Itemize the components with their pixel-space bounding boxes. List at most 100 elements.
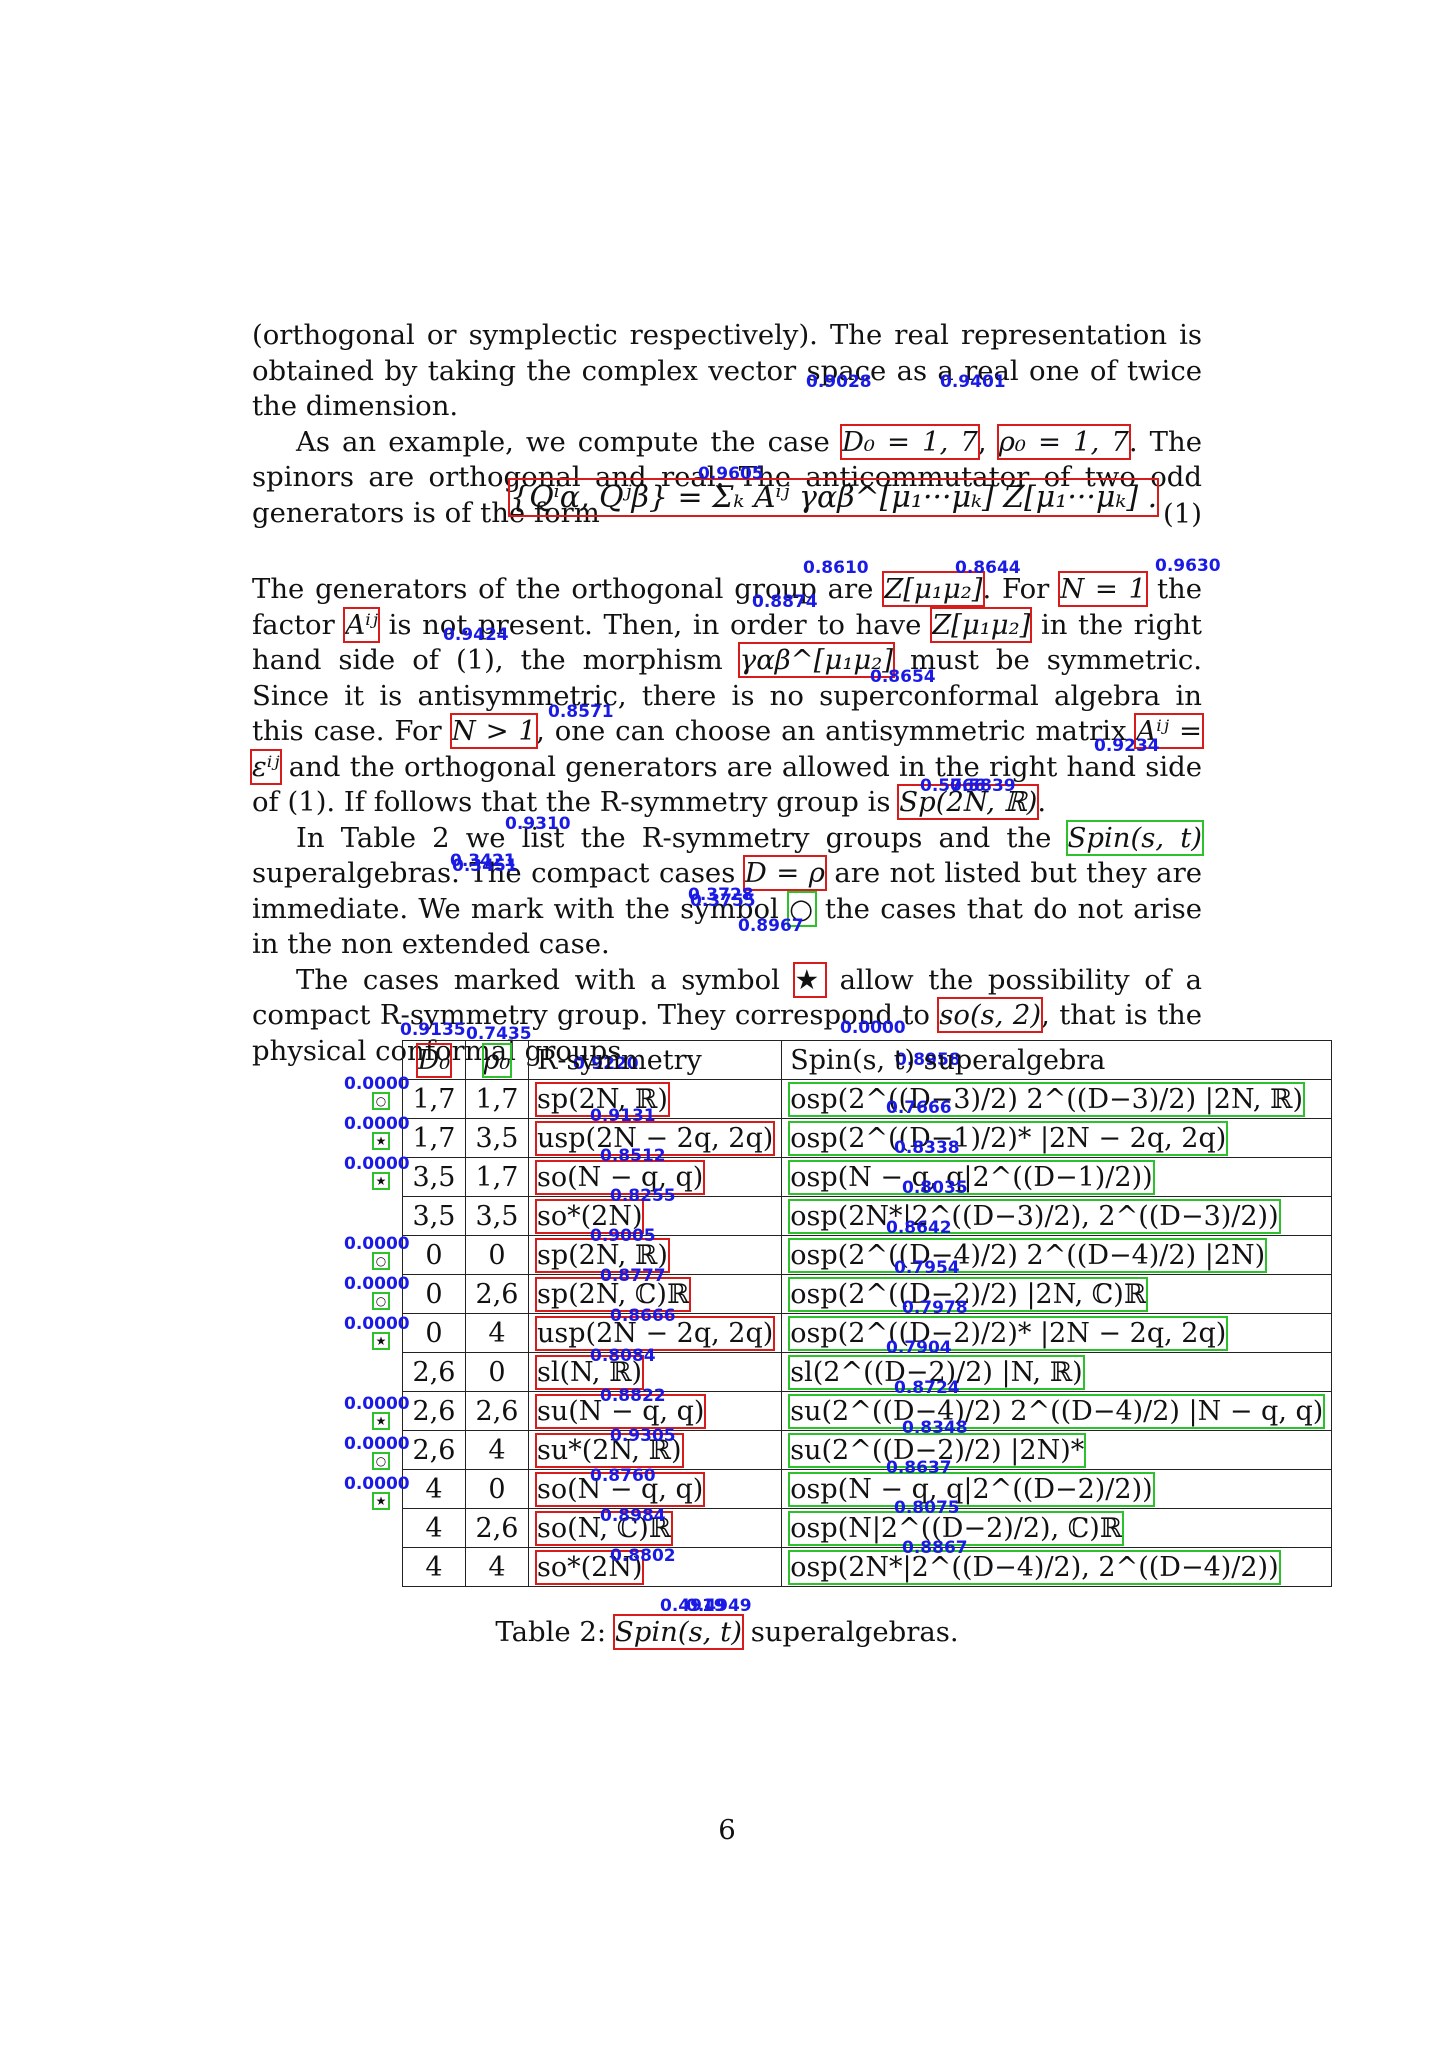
cell-rho0-value: 4 [488,1317,506,1349]
math-n-eq-1: N = 1 [1058,571,1149,607]
cell-superalgebra-value: su(2^((D−2)/2) |2N)* [788,1432,1087,1468]
p2-text-a: As an example, we compute the case [296,425,842,458]
score-label: 0.8035 [902,1178,968,1198]
star-marker-icon: ★ [372,1492,390,1510]
cell-d0: 3,5 [402,1157,466,1197]
score-label: 0.8348 [902,1418,968,1438]
star-marker-icon: ★ [372,1172,390,1190]
cell-rho0-value: 1,7 [475,1161,519,1193]
table-row: 0 2,6 sp(2N, ℂ)ℝ osp(2^((D−2)/2) |2N, ℂ)ℝ [402,1274,1333,1314]
cell-r-symmetry: so(N − q, q) [527,1157,783,1197]
cell-d0-value: 1,7 [412,1083,456,1115]
star-marker-icon: ★ [372,1132,390,1150]
score-label: 0.8512 [600,1146,666,1166]
cell-superalgebra-value: osp(2^((D−4)/2) 2^((D−4)/2) |2N) [788,1237,1268,1273]
p5-text: The cases marked with a symbol [296,963,795,996]
math-spin-st: Spin(s, t) [1065,819,1205,856]
paragraph-block-top: (orthogonal or symplectic respectively).… [252,318,1202,531]
cell-rho0: 0 [465,1235,529,1275]
cell-superalgebra-value: osp(2^((D−3)/2) 2^((D−3)/2) |2N, ℝ) [788,1081,1306,1117]
cell-rho0: 0 [465,1352,529,1392]
cell-r-symmetry: sl(N, ℝ) [527,1352,783,1392]
score-label: 0.3421 [450,851,516,871]
cell-d0: 0 [402,1235,466,1275]
score-label: 0.0000 [344,1314,410,1334]
cell-superalgebra: osp(2N*|2^((D−3)/2), 2^((D−3)/2)) [781,1196,1333,1236]
cell-d0-value: 1,7 [412,1122,456,1154]
cell-d0-value: 0 [425,1239,443,1271]
math-z-mu1mu2: Z[μ₁μ₂] [929,606,1033,643]
cell-r-symmetry: sp(2N, ℝ) [527,1235,783,1275]
score-label: 0.9135 [400,1020,466,1040]
cell-rho0: 0 [465,1469,529,1509]
circle-symbol-icon: ○ [787,890,817,927]
cell-d0-value: 0 [425,1317,443,1349]
paragraph-4: In Table 2 we list the R-symmetry groups… [252,819,1205,963]
cell-d0-value: 3,5 [412,1161,456,1193]
cell-r-symmetry: so(N − q, q) [527,1469,783,1509]
score-label: 0.3451 [452,856,518,876]
table-row: 2,6 2,6 su(N − q, q) su(2^((D−4)/2) 2^((D−4… [402,1391,1333,1431]
cell-superalgebra-value: osp(N − q, q|2^((D−2)/2)) [788,1471,1155,1507]
cell-r-symmetry: sp(2N, ℂ)ℝ [527,1274,783,1314]
score-label: 0.9234 [1094,736,1160,756]
cell-superalgebra: osp(2^((D−3)/2) 2^((D−3)/2) |2N, ℝ) [781,1079,1333,1119]
score-label: 0.8724 [894,1378,960,1398]
score-label: 0.3755 [690,891,756,911]
score-label: 0.9028 [806,372,872,392]
cell-superalgebra-value: osp(2^((D−2)/2)* |2N − 2q, 2q) [788,1315,1229,1351]
score-label: 0.9305 [610,1426,676,1446]
p2-text-b: , [977,425,999,458]
cell-d0-value: 4 [425,1551,443,1583]
score-label: 0.8610 [803,558,869,578]
score-label: 0.9005 [590,1226,656,1246]
table-row: 4 2,6 so(N, ℂ)ℝ osp(N|2^((D−2)/2), ℂ)ℝ [402,1508,1333,1548]
cell-r-symmetry-value: so*(2N) [534,1549,645,1585]
score-label: 0.0000 [344,1154,410,1174]
math-a-eps: Aⁱʲ = εⁱʲ [250,713,1204,785]
table-row: 3,5 3,5 so*(2N) osp(2N*|2^((D−3)/2), 2^((D−… [402,1196,1333,1236]
math-z-mu1mu2: Z[μ₁μ₂] [882,571,985,607]
header-superalgebra-label: Spin(s, t) superalgebra [790,1044,1106,1076]
cell-r-symmetry-value: sp(2N, ℝ) [535,1081,670,1117]
cell-d0-value: 2,6 [412,1395,456,1427]
cell-superalgebra: osp(2^((D−1)/2)* |2N − 2q, 2q) [781,1118,1333,1158]
score-label: 0.0000 [344,1474,410,1494]
cell-rho0-value: 2,6 [475,1278,519,1310]
score-label: 0.8760 [590,1466,656,1486]
p4-text: the cases that do not arise in the non e… [252,892,1202,961]
cell-r-symmetry-value: sp(2N, ℂ)ℝ [534,1276,692,1312]
score-label: 0.8084 [590,1346,656,1366]
score-label: 0.7904 [886,1338,952,1358]
score-label: 0.9630 [1155,556,1221,576]
superalgebra-table: D₀ ρ₀ R-symmetry Spin(s, t) superalgebra… [402,1040,1333,1587]
cell-r-symmetry: su(N − q, q) [527,1391,783,1431]
cell-rho0-value: 1,7 [475,1083,519,1115]
cell-r-symmetry-value: usp(2N − 2q, 2q) [534,1315,776,1351]
p1-line-1: (orthogonal or symplectic respectively).… [252,319,1202,387]
math-rho0: ρ₀ = 1, 7 [996,423,1131,460]
cell-r-symmetry: so*(2N) [527,1196,783,1236]
score-label: 0.8654 [870,667,936,687]
cell-r-symmetry-value: su(N − q, q) [534,1393,707,1429]
table-row: 2,6 4 su*(2N, ℝ) su(2^((D−2)/2) |2N)* [402,1430,1333,1470]
score-label: 0.7666 [886,1098,952,1118]
cell-d0: 0 [402,1313,466,1353]
equation-body: {Qⁱα, Qʲβ} = Σₖ Aⁱʲ γαβ^[μ₁···μₖ] Z[μ₁··… [507,478,1160,517]
caption-math: Spin(s, t) [612,1614,744,1650]
cell-d0: 3,5 [402,1196,466,1236]
score-label: 0.8967 [738,916,804,936]
cell-superalgebra: osp(N − q, q|2^((D−2)/2)) [781,1469,1333,1509]
cell-superalgebra-value: osp(2^((D−2)/2) |2N, ℂ)ℝ [788,1276,1149,1312]
cell-r-symmetry: sp(2N, ℝ) [527,1079,783,1119]
cell-superalgebra-value: osp(N|2^((D−2)/2), ℂ)ℝ [788,1510,1125,1546]
caption-text: Table 2: [495,1616,615,1648]
cell-r-symmetry-value: sl(N, ℝ) [534,1354,645,1390]
p4-text: superalgebras. The compact cases [252,857,745,889]
score-label: 0.8644 [955,558,1021,578]
cell-superalgebra-value: osp(2N*|2^((D−3)/2), 2^((D−3)/2)) [788,1198,1281,1234]
cell-rho0: 2,6 [465,1274,529,1314]
cell-d0: 1,7 [402,1079,466,1119]
cell-r-symmetry-value: so(N, ℂ)ℝ [534,1510,674,1546]
score-label: 0.5839 [950,776,1016,796]
